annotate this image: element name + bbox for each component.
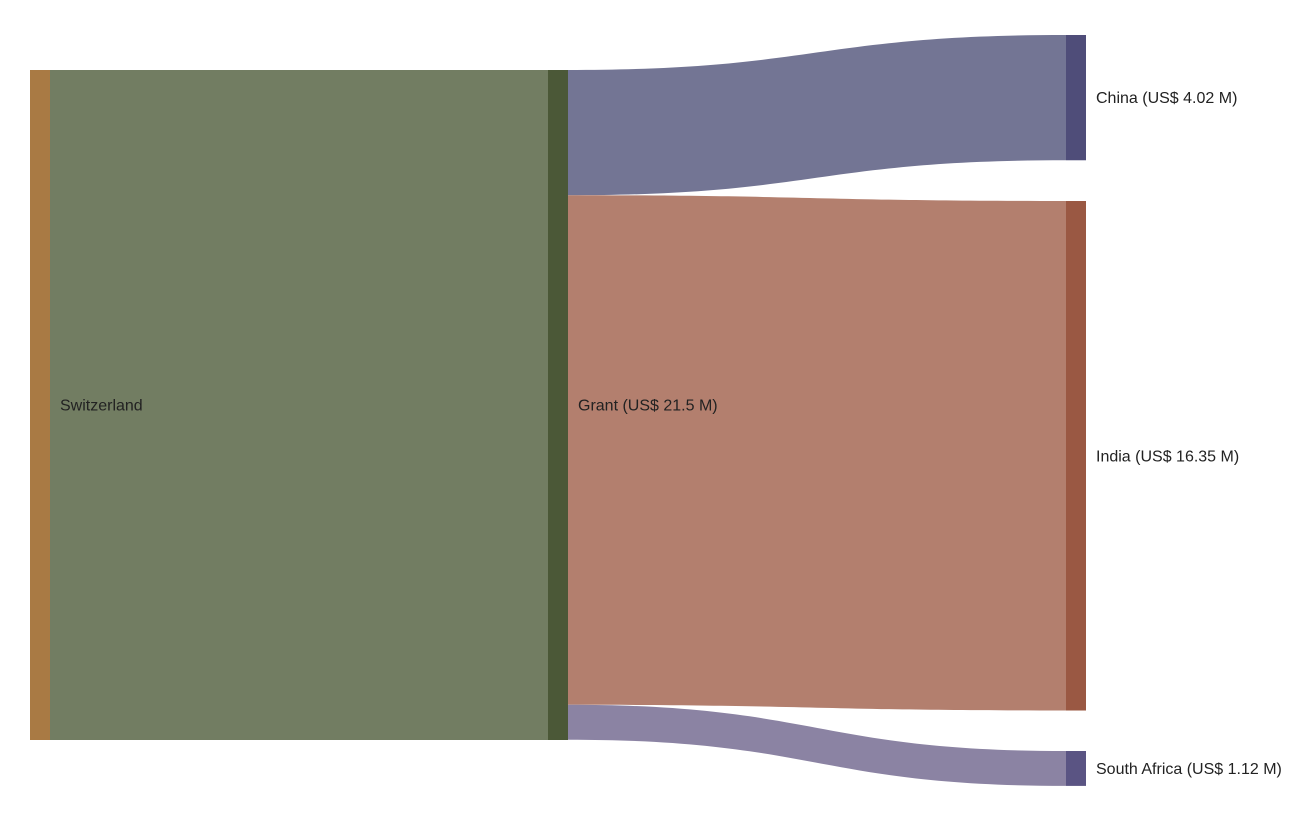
- link-grant-to-south_africa: [568, 704, 1066, 786]
- link-grant-to-india: [568, 195, 1066, 711]
- node-label-india: India (US$ 16.35 M): [1096, 448, 1239, 465]
- node-china: [1066, 35, 1086, 161]
- node-grant: [548, 70, 568, 740]
- node-label-grant: Grant (US$ 21.5 M): [578, 398, 718, 415]
- node-label-switzerland: Switzerland: [60, 398, 143, 415]
- node-south-africa: [1066, 751, 1086, 786]
- node-label-south-africa: South Africa (US$ 1.12 M): [1096, 761, 1282, 778]
- sankey-labels: Switzerland Grant (US$ 21.5 M) China (US$ …: [60, 90, 1282, 778]
- sankey-nodes: [30, 35, 1086, 786]
- node-switzerland: [30, 70, 50, 740]
- node-india: [1066, 201, 1086, 711]
- sankey-links: [50, 35, 1066, 786]
- link-grant-to-china: [568, 35, 1066, 196]
- node-label-china: China (US$ 4.02 M): [1096, 90, 1237, 107]
- link-switzerland-to-grant: [50, 70, 548, 740]
